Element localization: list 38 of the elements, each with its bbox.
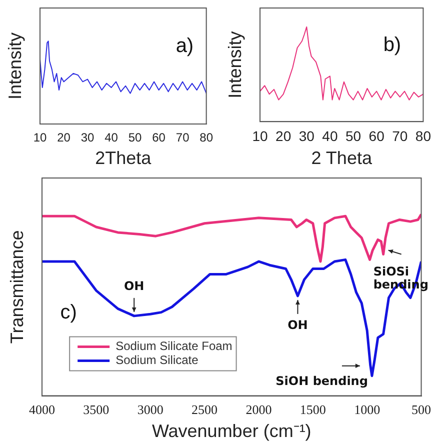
y-axis-title: Intensity	[4, 32, 25, 100]
x-tick-label: 1500	[300, 402, 326, 418]
x-axis-title: Wavenumber (cm⁻¹)	[152, 421, 312, 442]
annotation: OH	[288, 318, 308, 332]
y-axis-title: Transmittance	[6, 230, 27, 344]
x-tick-label: 10	[33, 130, 47, 145]
y-axis-title: Intensity	[224, 31, 245, 98]
legend-label: Sodium Silicate Foam	[116, 339, 232, 354]
x-tick-label: 10	[252, 128, 268, 144]
x-tick-label: 80	[415, 128, 432, 144]
x-tick-label: 40	[104, 130, 118, 145]
x-tick-label: 60	[368, 128, 385, 144]
x-tick-label: 3000	[137, 402, 164, 418]
x-tick-label: 20	[57, 130, 71, 145]
x-tick-label: 30	[80, 130, 95, 145]
x-axis-title: 2Theta	[95, 148, 152, 168]
x-tick-label: 500	[412, 402, 431, 418]
x-tick-label: 3500	[83, 402, 110, 418]
x-tick-label: 60	[152, 130, 166, 145]
annotation: c)	[60, 302, 77, 324]
legend-label: Sodium Silicate	[116, 353, 199, 368]
x-tick-label: 2500	[192, 402, 218, 418]
x-tick-label: 4000	[29, 402, 55, 418]
annotation: b)	[383, 34, 402, 56]
x-tick-label: 50	[128, 130, 142, 145]
x-tick-label: 70	[176, 130, 190, 145]
x-tick-label: 80	[200, 130, 214, 145]
x-tick-label: 70	[392, 128, 408, 144]
x-tick-label: 1000	[354, 402, 380, 418]
annotation: SiOH bending	[276, 374, 368, 388]
annotation: a)	[176, 34, 194, 57]
x-tick-label: 50	[345, 128, 362, 144]
x-tick-label: 30	[298, 128, 315, 144]
x-tick-label: 40	[322, 128, 338, 144]
x-tick-label: 2000	[246, 402, 272, 418]
annotation: OH	[124, 279, 144, 294]
x-tick-label: 20	[276, 128, 292, 144]
x-axis-title: 2 Theta	[311, 148, 373, 168]
